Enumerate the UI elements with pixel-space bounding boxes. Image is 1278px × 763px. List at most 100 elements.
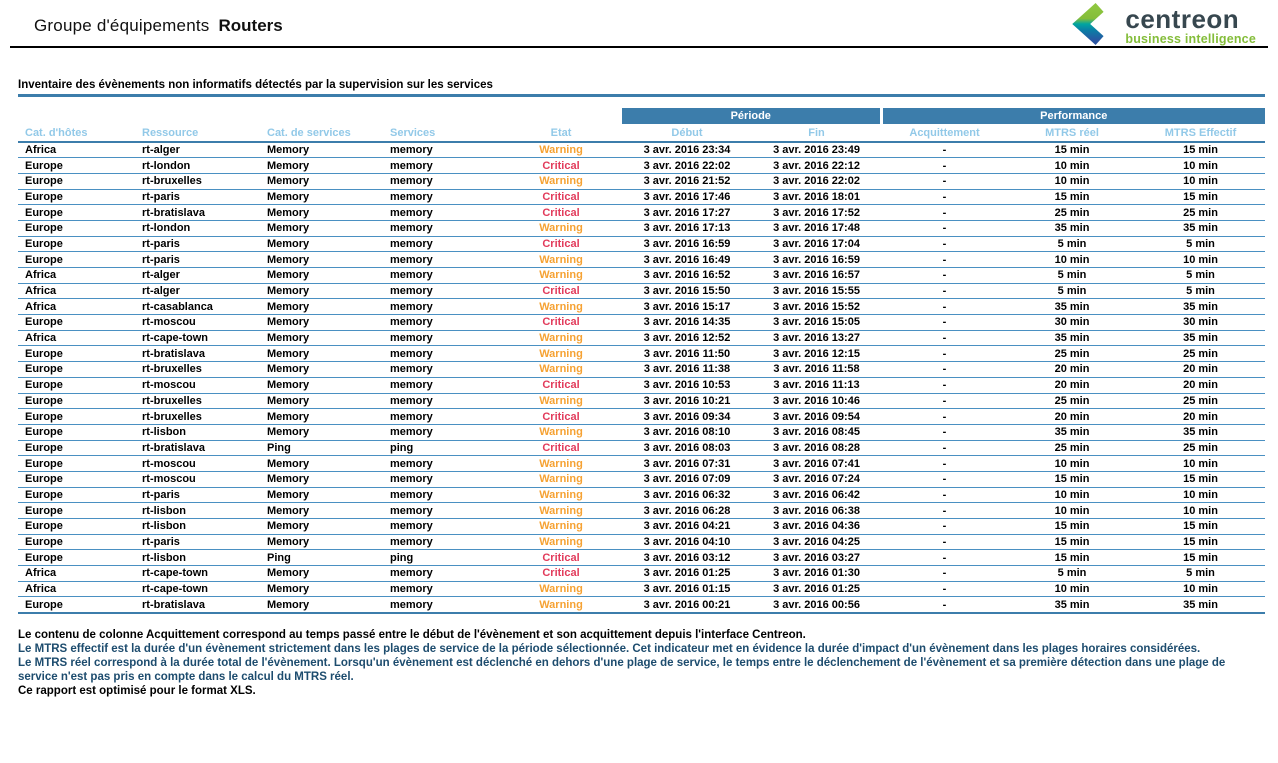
- cell-service: memory: [383, 314, 500, 331]
- cell-start: 3 avr. 2016 08:10: [622, 424, 752, 441]
- cell-start: 3 avr. 2016 16:59: [622, 236, 752, 253]
- cell-service: memory: [383, 565, 500, 582]
- cell-end: 3 avr. 2016 22:12: [752, 157, 882, 174]
- cell-service: memory: [383, 157, 500, 174]
- cell-resource: rt-bruxelles: [135, 408, 260, 425]
- cell-service-category: Memory: [260, 534, 383, 551]
- cell-acknowledgement: -: [881, 142, 1009, 159]
- cell-service-category: Memory: [260, 330, 383, 347]
- table-column-header-row: Cat. d'hôtes Ressource Cat. de services …: [18, 124, 1266, 143]
- cell-end: 3 avr. 2016 08:45: [752, 424, 882, 441]
- cell-mtrs-real: 5 min: [1008, 283, 1137, 300]
- cell-service-category: Memory: [260, 487, 383, 504]
- cell-acknowledgement: -: [881, 471, 1009, 488]
- cell-state: Critical: [500, 377, 622, 394]
- cell-mtrs-effective: 25 min: [1136, 345, 1266, 363]
- column-header-mtrs-effective: MTRS Effectif: [1136, 124, 1266, 143]
- cell-state: Warning: [500, 393, 622, 410]
- cell-start: 3 avr. 2016 03:12: [622, 549, 752, 567]
- cell-acknowledgement: -: [881, 330, 1009, 347]
- cell-service: memory: [383, 408, 500, 425]
- page-title-prefix: Groupe d'équipements: [34, 16, 210, 35]
- cell-start: 3 avr. 2016 17:46: [622, 189, 752, 206]
- cell-end: 3 avr. 2016 07:41: [752, 455, 882, 472]
- centreon-logo-icon: [1072, 1, 1118, 52]
- cell-service: memory: [383, 251, 500, 268]
- cell-host-category: Europe: [18, 189, 135, 206]
- table-row: Africa rt-alger Memory memory Critical 3 avr.…: [18, 283, 1266, 300]
- cell-start: 3 avr. 2016 10:21: [622, 393, 752, 410]
- column-header-start: Début: [622, 124, 752, 143]
- cell-mtrs-effective: 15 min: [1136, 142, 1266, 159]
- table-row: Europe rt-paris Memory memory Warning 3 avr. …: [18, 487, 1266, 504]
- cell-state: Warning: [500, 518, 622, 535]
- cell-service-category: Memory: [260, 471, 383, 488]
- cell-state: Critical: [500, 549, 622, 567]
- cell-start: 3 avr. 2016 23:34: [622, 142, 752, 159]
- cell-resource: rt-paris: [135, 236, 260, 253]
- cell-service: memory: [383, 424, 500, 441]
- events-table-body: Africa rt-alger Memory memory Warning 3 avr. …: [18, 142, 1266, 614]
- cell-mtrs-real: 25 min: [1008, 345, 1137, 363]
- cell-end: 3 avr. 2016 08:28: [752, 440, 882, 457]
- cell-state: Warning: [500, 330, 622, 347]
- cell-host-category: Europe: [18, 236, 135, 253]
- cell-mtrs-real: 15 min: [1008, 534, 1137, 551]
- cell-host-category: Africa: [18, 330, 135, 347]
- cell-host-category: Europe: [18, 471, 135, 488]
- cell-resource: rt-alger: [135, 283, 260, 300]
- cell-end: 3 avr. 2016 12:15: [752, 345, 882, 363]
- cell-state: Warning: [500, 502, 622, 519]
- table-row: Europe rt-paris Memory memory Critical 3 avr.…: [18, 189, 1266, 206]
- cell-mtrs-real: 35 min: [1008, 424, 1137, 441]
- cell-service-category: Memory: [260, 596, 383, 614]
- cell-state: Critical: [500, 189, 622, 206]
- cell-mtrs-effective: 15 min: [1136, 189, 1266, 206]
- cell-mtrs-effective: 10 min: [1136, 487, 1266, 504]
- cell-start: 3 avr. 2016 00:21: [622, 596, 752, 614]
- cell-acknowledgement: -: [881, 283, 1009, 300]
- cell-end: 3 avr. 2016 16:59: [752, 251, 882, 268]
- cell-state: Warning: [500, 487, 622, 504]
- cell-state: Warning: [500, 361, 622, 378]
- cell-resource: rt-paris: [135, 487, 260, 504]
- cell-mtrs-real: 10 min: [1008, 487, 1137, 504]
- cell-state: Critical: [500, 204, 622, 221]
- cell-host-category: Europe: [18, 408, 135, 425]
- cell-end: 3 avr. 2016 15:05: [752, 314, 882, 331]
- cell-mtrs-real: 35 min: [1008, 596, 1137, 614]
- section-title: Inventaire des évènements non informatif…: [18, 79, 493, 91]
- cell-mtrs-real: 25 min: [1008, 204, 1137, 221]
- cell-mtrs-real: 20 min: [1008, 361, 1137, 378]
- cell-service: memory: [383, 596, 500, 614]
- column-header-host-category: Cat. d'hôtes: [18, 124, 135, 143]
- cell-service-category: Memory: [260, 173, 383, 190]
- cell-service: ping: [383, 440, 500, 457]
- cell-mtrs-real: 35 min: [1008, 220, 1137, 237]
- cell-service: ping: [383, 549, 500, 567]
- cell-service-category: Memory: [260, 236, 383, 253]
- cell-acknowledgement: -: [881, 236, 1009, 253]
- cell-resource: rt-lisbon: [135, 502, 260, 519]
- cell-mtrs-effective: 10 min: [1136, 581, 1266, 598]
- cell-resource: rt-bratislava: [135, 345, 260, 363]
- cell-mtrs-effective: 10 min: [1136, 455, 1266, 472]
- cell-service: memory: [383, 173, 500, 190]
- cell-mtrs-effective: 10 min: [1136, 173, 1266, 190]
- cell-end: 3 avr. 2016 03:27: [752, 549, 882, 567]
- cell-mtrs-real: 35 min: [1008, 298, 1137, 316]
- cell-host-category: Europe: [18, 173, 135, 190]
- cell-host-category: Europe: [18, 204, 135, 221]
- cell-service-category: Memory: [260, 283, 383, 300]
- cell-start: 3 avr. 2016 17:13: [622, 220, 752, 237]
- cell-state: Critical: [500, 408, 622, 425]
- table-row: Africa rt-casablanca Memory memory Warning 3 …: [18, 298, 1266, 316]
- cell-acknowledgement: -: [881, 518, 1009, 535]
- cell-end: 3 avr. 2016 06:42: [752, 487, 882, 504]
- cell-resource: rt-cape-town: [135, 565, 260, 582]
- cell-state: Critical: [500, 157, 622, 174]
- cell-host-category: Europe: [18, 361, 135, 378]
- cell-mtrs-real: 20 min: [1008, 408, 1137, 425]
- cell-mtrs-effective: 35 min: [1136, 220, 1266, 237]
- cell-resource: rt-cape-town: [135, 581, 260, 598]
